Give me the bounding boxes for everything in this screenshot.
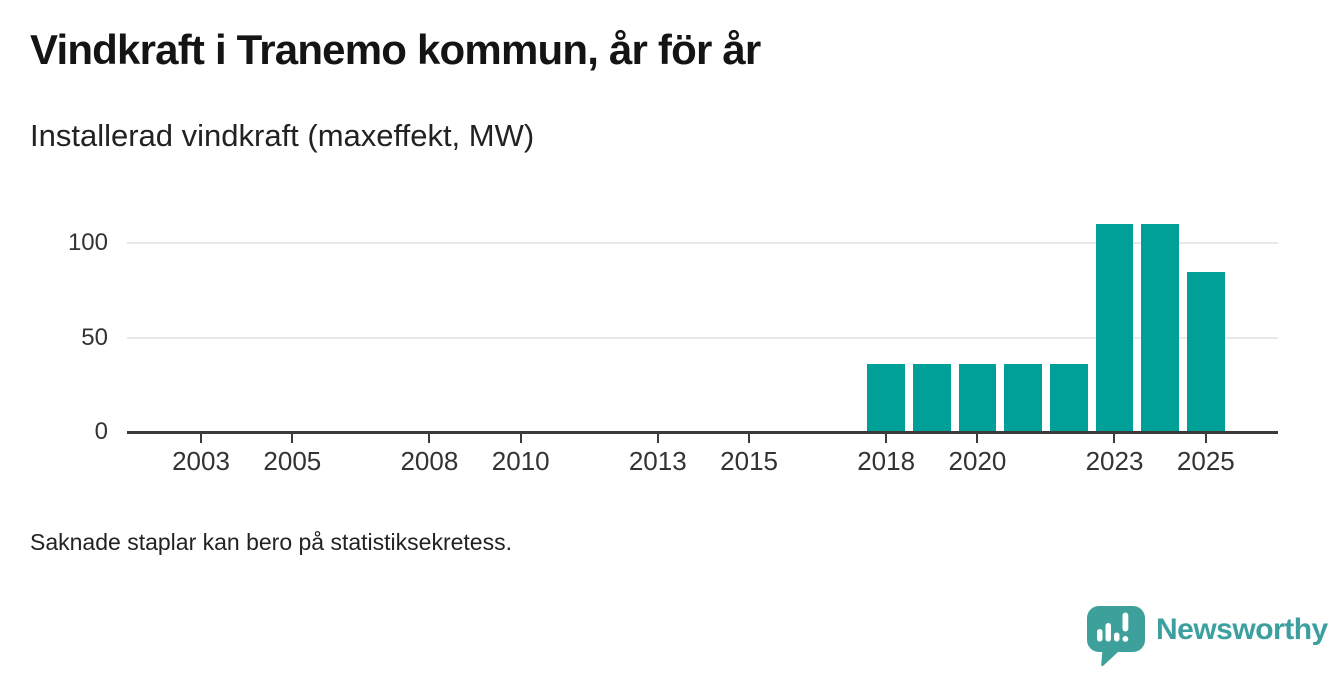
x-axis-label-2020: 2020 xyxy=(948,446,1007,476)
chart-subtitle: Installerad vindkraft (maxeffekt, MW) xyxy=(30,118,535,153)
gridline-100 xyxy=(127,242,1278,245)
x-axis-tick-2005 xyxy=(291,434,294,443)
x-axis-tick-2010 xyxy=(519,434,522,443)
x-axis-label-2023: 2023 xyxy=(1085,446,1144,476)
gridline-50 xyxy=(127,336,1278,339)
bar-2024 xyxy=(1141,224,1179,432)
x-axis-tick-2023 xyxy=(1113,434,1116,443)
newsworthy-wordmark: Newsworthy xyxy=(1156,613,1328,646)
x-axis-tick-2015 xyxy=(748,434,751,443)
y-axis-label-0: 0 xyxy=(94,418,108,445)
bar-2019 xyxy=(913,364,951,432)
newsworthy-logo-icon xyxy=(1087,606,1145,667)
x-axis-label-2018: 2018 xyxy=(857,446,916,476)
x-axis-tick-2013 xyxy=(656,434,659,443)
x-axis-tick-2003 xyxy=(199,434,202,443)
x-axis-label-2025: 2025 xyxy=(1176,446,1235,476)
x-axis-tick-2020 xyxy=(976,434,979,443)
chart-footnote: Saknade staplar kan bero på statistiksek… xyxy=(30,529,512,555)
x-axis-tick-2025 xyxy=(1204,434,1207,443)
bar-2022 xyxy=(1050,364,1088,432)
x-axis-line xyxy=(127,431,1278,434)
newsworthy-branding: Newsworthy xyxy=(1086,605,1328,667)
y-axis-label-50: 50 xyxy=(81,323,108,351)
x-axis-label-2003: 2003 xyxy=(172,446,230,476)
x-axis-label-2015: 2015 xyxy=(720,446,778,476)
bar-2025 xyxy=(1187,271,1225,432)
x-axis-label-2013: 2013 xyxy=(628,446,687,476)
bar-2018 xyxy=(867,364,905,432)
bar-2021 xyxy=(1004,364,1042,432)
x-axis-label-2010: 2010 xyxy=(491,446,550,476)
bar-2023 xyxy=(1095,224,1134,432)
x-axis-tick-2018 xyxy=(885,434,888,443)
chart-title: Vindkraft i Tranemo kommun, år för år xyxy=(30,26,761,73)
x-axis-label-2005: 2005 xyxy=(263,446,322,476)
x-axis-label-2008: 2008 xyxy=(400,446,459,476)
bar-2020 xyxy=(958,364,997,432)
y-axis-label-100: 100 xyxy=(67,229,108,257)
x-axis-tick-2008 xyxy=(428,434,431,443)
